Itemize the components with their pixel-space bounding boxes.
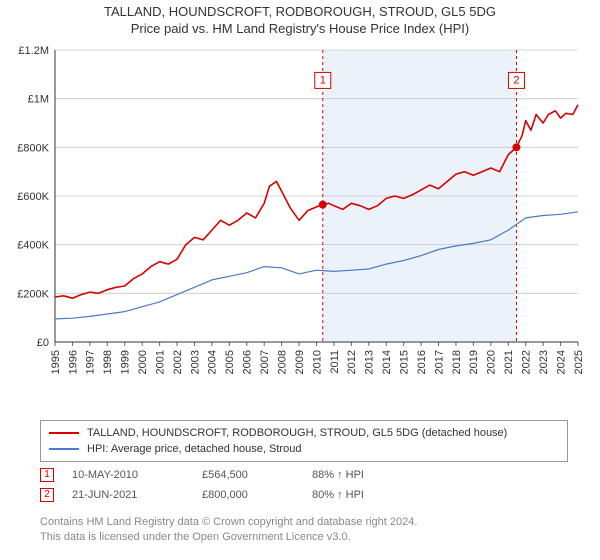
svg-text:2013: 2013 <box>364 350 376 374</box>
svg-text:2022: 2022 <box>521 350 533 374</box>
legend-row-0: TALLAND, HOUNDSCROFT, RODBOROUGH, STROUD… <box>49 425 559 441</box>
svg-text:2002: 2002 <box>172 350 184 374</box>
svg-text:2006: 2006 <box>242 350 254 374</box>
event-row-0: 1 10-MAY-2010 £564,500 88% ↑ HPI <box>40 465 568 485</box>
legend-label-1: HPI: Average price, detached house, Stro… <box>87 441 301 457</box>
svg-text:2: 2 <box>513 74 519 86</box>
legend-row-1: HPI: Average price, detached house, Stro… <box>49 441 559 457</box>
event-pct-1: 80% ↑ HPI <box>312 485 412 505</box>
svg-text:£200K: £200K <box>17 288 49 300</box>
svg-text:2019: 2019 <box>468 350 480 374</box>
svg-text:£400K: £400K <box>17 240 49 252</box>
event-row-1: 2 21-JUN-2021 £800,000 80% ↑ HPI <box>40 485 568 505</box>
svg-text:2001: 2001 <box>154 350 166 374</box>
svg-text:2009: 2009 <box>294 350 306 374</box>
footer-line1: Contains HM Land Registry data © Crown c… <box>40 515 568 530</box>
svg-text:2021: 2021 <box>503 350 515 374</box>
svg-text:2008: 2008 <box>276 350 288 374</box>
event-price-0: £564,500 <box>202 465 312 485</box>
svg-text:2000: 2000 <box>137 350 149 374</box>
legend-box: TALLAND, HOUNDSCROFT, RODBOROUGH, STROUD… <box>40 420 568 462</box>
event-date-1: 21-JUN-2021 <box>72 485 202 505</box>
svg-text:2023: 2023 <box>538 350 550 374</box>
svg-text:2004: 2004 <box>207 350 219 374</box>
svg-text:2005: 2005 <box>224 350 236 374</box>
svg-text:1998: 1998 <box>102 350 114 374</box>
svg-text:2017: 2017 <box>433 350 445 374</box>
title-line1: TALLAND, HOUNDSCROFT, RODBOROUGH, STROUD… <box>0 4 600 19</box>
svg-text:£0: £0 <box>37 337 49 349</box>
event-num-1: 2 <box>40 488 54 502</box>
svg-text:2003: 2003 <box>189 350 201 374</box>
legend-label-0: TALLAND, HOUNDSCROFT, RODBOROUGH, STROUD… <box>87 425 507 441</box>
legend-swatch-0 <box>49 432 79 434</box>
event-pct-0: 88% ↑ HPI <box>312 465 412 485</box>
svg-text:2012: 2012 <box>346 350 358 374</box>
svg-text:2014: 2014 <box>381 350 393 374</box>
svg-text:2020: 2020 <box>486 350 498 374</box>
event-date-0: 10-MAY-2010 <box>72 465 202 485</box>
events-table: 1 10-MAY-2010 £564,500 88% ↑ HPI 2 21-JU… <box>40 465 568 505</box>
legend-swatch-1 <box>49 448 79 450</box>
svg-text:£600K: £600K <box>17 191 49 203</box>
chart-container: TALLAND, HOUNDSCROFT, RODBOROUGH, STROUD… <box>0 0 600 560</box>
svg-text:£1.2M: £1.2M <box>18 45 49 57</box>
event-price-1: £800,000 <box>202 485 312 505</box>
svg-text:1999: 1999 <box>120 350 132 374</box>
svg-text:2016: 2016 <box>416 350 428 374</box>
svg-text:1995: 1995 <box>50 350 62 374</box>
svg-text:£1M: £1M <box>28 94 49 106</box>
svg-text:2025: 2025 <box>573 350 585 374</box>
svg-text:1: 1 <box>320 74 326 86</box>
svg-text:2010: 2010 <box>311 350 323 374</box>
event-num-0: 1 <box>40 468 54 482</box>
svg-text:2007: 2007 <box>259 350 271 374</box>
chart-svg: £0 £200K £400K £600K £800K £1M £1.2M 1995 1996 19… <box>0 40 600 410</box>
svg-text:1997: 1997 <box>85 350 97 374</box>
footer-line2: This data is licensed under the Open Gov… <box>40 530 568 545</box>
footer: Contains HM Land Registry data © Crown c… <box>40 515 568 545</box>
title-block: TALLAND, HOUNDSCROFT, RODBOROUGH, STROUD… <box>0 4 600 36</box>
svg-text:2024: 2024 <box>555 350 567 374</box>
svg-text:1996: 1996 <box>67 350 79 374</box>
svg-text:2011: 2011 <box>329 350 341 374</box>
svg-text:2018: 2018 <box>451 350 463 374</box>
title-line2: Price paid vs. HM Land Registry's House … <box>0 21 600 36</box>
svg-text:£800K: £800K <box>17 142 49 154</box>
svg-text:2015: 2015 <box>399 350 411 374</box>
